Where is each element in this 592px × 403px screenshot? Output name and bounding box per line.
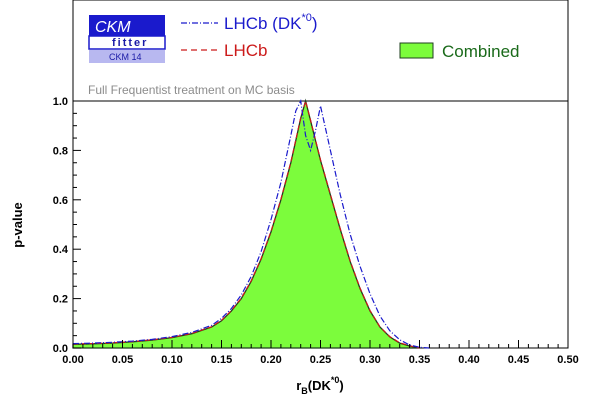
y-axis: 0.0 0.2 0.4 0.6 0.8 1.0: [53, 96, 81, 355]
ckmfitter-logo: CKM fitter CKM 14: [88, 15, 166, 63]
lhcb-line: [72, 98, 420, 349]
logo-top-text: CKM: [95, 19, 131, 36]
x-tick-label: 0.15: [211, 354, 232, 366]
x-tick-label: 0.00: [62, 354, 83, 366]
x-tick-label: 0.25: [310, 354, 331, 366]
y-tick-label: 0.0: [53, 343, 68, 355]
y-tick-label: 0.2: [53, 294, 68, 306]
x-tick-label: 0.35: [409, 354, 430, 366]
logo-bottom-text: CKM 14: [109, 52, 142, 62]
logo-mid-text: fitter: [112, 37, 148, 49]
x-tick-label: 0.40: [458, 354, 479, 366]
y-tick-label: 0.6: [53, 195, 68, 207]
x-tick-label: 0.30: [359, 354, 380, 366]
x-tick-label: 0.05: [112, 354, 133, 366]
lhcb-dk-line: [72, 98, 430, 349]
legend-label-combined: Combined: [442, 42, 520, 61]
caption: Full Frequentist treatment on MC basis: [88, 83, 295, 97]
legend-label-lhcb: LHCb: [224, 41, 267, 60]
logo-bottom-band: [89, 50, 165, 63]
x-tick-label: 0.50: [557, 354, 578, 366]
logo-mid-band: [88, 35, 166, 50]
x-tick-label: 0.10: [161, 354, 182, 366]
x-axis-label: rB(DK*0): [296, 375, 344, 396]
y-axis-label: p-value: [10, 202, 25, 248]
x-tick-label: 0.20: [260, 354, 281, 366]
y-tick-label: 1.0: [53, 96, 68, 108]
x-axis: 0.00 0.05 0.10 0.15 0.20 0.25 0.30 0.35 0.40 0.45…: [62, 340, 579, 366]
legend: LHCb (DK*0) LHCb Combined: [181, 12, 520, 61]
x-tick-label: 0.45: [508, 354, 529, 366]
legend-swatch-combined: [399, 42, 434, 59]
y-tick-label: 0.4: [53, 244, 69, 256]
y-tick-label: 0.8: [53, 145, 68, 157]
logo-top-band: [89, 15, 165, 36]
legend-label-lhcb-dk: LHCb (DK*0): [224, 12, 318, 33]
